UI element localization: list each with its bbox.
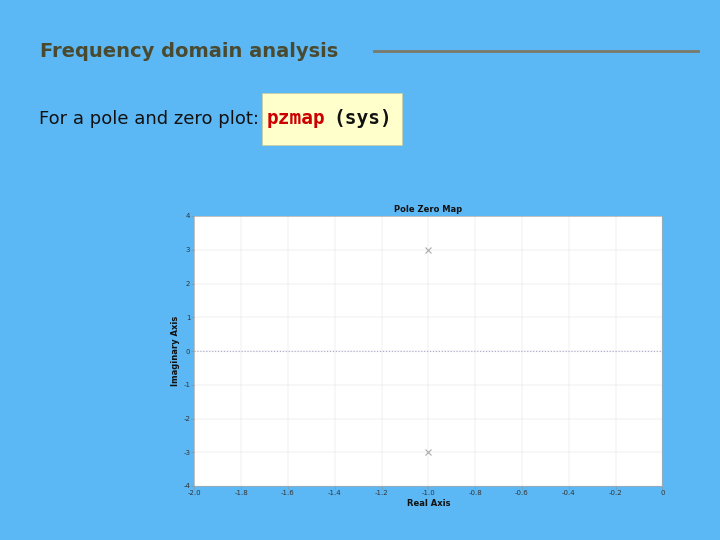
Text: pzmap: pzmap	[266, 109, 325, 129]
Text: (sys): (sys)	[333, 109, 392, 129]
Title: Pole Zero Map: Pole Zero Map	[395, 205, 462, 214]
FancyBboxPatch shape	[262, 93, 402, 145]
Y-axis label: Imaginary Axis: Imaginary Axis	[171, 316, 181, 386]
X-axis label: Real Axis: Real Axis	[407, 499, 450, 508]
Text: Frequency domain analysis: Frequency domain analysis	[40, 42, 338, 61]
Text: For a pole and zero plot:: For a pole and zero plot:	[39, 110, 259, 128]
